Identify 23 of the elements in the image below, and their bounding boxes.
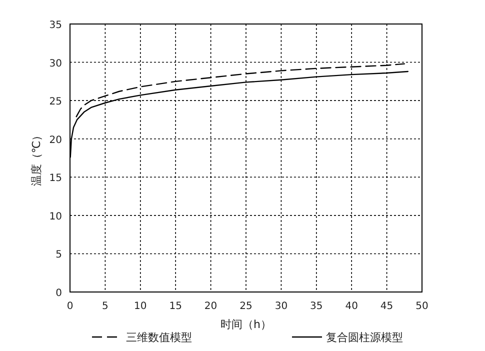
x-tick-label: 20: [204, 301, 218, 312]
x-tick-label: 0: [66, 301, 74, 312]
legend-label: 复合圆柱源模型: [326, 331, 403, 344]
y-tick-label: 5: [56, 250, 62, 261]
y-tick-label: 20: [49, 134, 62, 146]
x-tick-label: 35: [310, 301, 323, 312]
x-tick-label: 50: [416, 301, 428, 312]
y-tick-label: 25: [49, 96, 62, 108]
y-tick-label: 15: [49, 173, 62, 184]
x-tick-label: 10: [134, 301, 147, 312]
legend-label: 三维数值模型: [126, 331, 192, 344]
y-tick-label: 30: [49, 58, 62, 70]
x-axis-title: 时间（h）: [220, 318, 272, 331]
x-tick-label: 40: [345, 301, 358, 312]
x-tick-label: 25: [240, 301, 252, 312]
y-tick-label: 0: [56, 288, 62, 299]
x-tick-label: 30: [274, 301, 288, 312]
y-axis-title: 温度（℃）: [30, 130, 43, 186]
y-tick-label: 35: [49, 20, 62, 31]
x-tick-label: 45: [380, 301, 394, 312]
y-tick-label: 10: [49, 211, 62, 222]
x-tick-label: 5: [102, 301, 108, 312]
x-tick-label: 15: [169, 301, 182, 312]
